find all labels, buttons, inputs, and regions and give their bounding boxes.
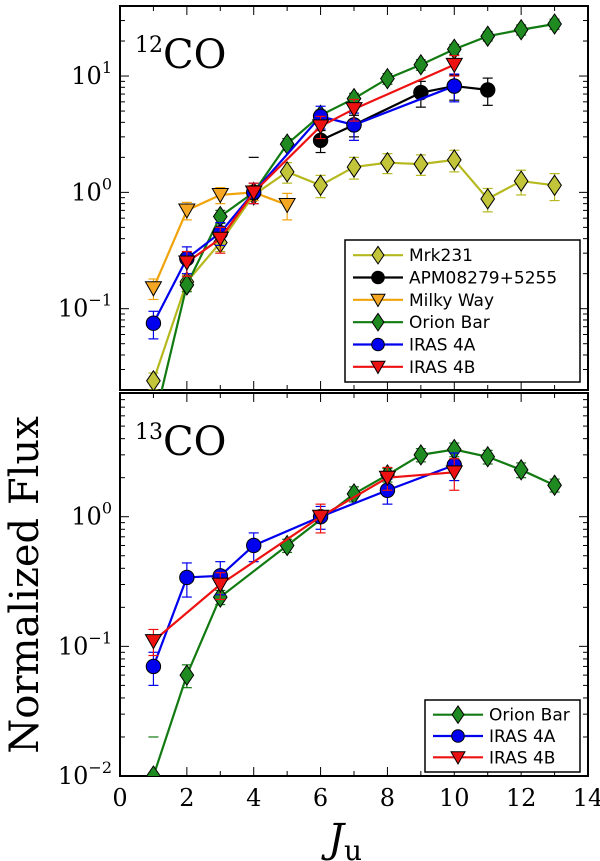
x-tick-label: 2: [179, 784, 194, 812]
data-point: [278, 198, 297, 214]
data-point: [211, 188, 230, 204]
data-point: [211, 231, 230, 248]
data-point: [380, 151, 395, 174]
legend-marker: [370, 293, 386, 308]
data-point: [179, 664, 195, 687]
legend-marker: [371, 312, 385, 332]
x-axis-title: Ju: [321, 816, 362, 861]
legend-label: Orion Bar: [409, 313, 490, 333]
data-point: [547, 174, 562, 197]
series-line: [186, 63, 455, 264]
data-point: [246, 537, 262, 554]
data-layer: [144, 438, 562, 776]
data-point: [144, 281, 163, 297]
data-point: [480, 187, 496, 210]
x-tick-label: 14: [573, 784, 600, 812]
x-tick-label: 6: [313, 784, 328, 812]
data-point: [179, 569, 195, 586]
data-point: [313, 174, 328, 197]
x-axis-title-sub: u: [344, 834, 362, 861]
legend-label: IRAS 4A: [489, 727, 556, 747]
legend-marker: [371, 245, 385, 265]
data-point: [279, 160, 295, 183]
y-tick-label: 100: [71, 174, 112, 206]
legend-label: APM08279+5255: [409, 269, 557, 289]
series-iras-4a: [145, 452, 462, 686]
data-point: [145, 315, 162, 331]
data-point: [445, 57, 464, 74]
x-tick-label: 10: [439, 784, 470, 812]
data-point: [413, 443, 429, 466]
legend-label: IRAS 4B: [409, 358, 475, 378]
legend-marker: [371, 337, 385, 352]
panel-label: 13CO: [135, 419, 226, 465]
legend-marker: [451, 729, 465, 743]
y-tick-label: 100: [71, 499, 112, 531]
data-point: [346, 156, 362, 178]
series-line: [152, 471, 455, 642]
data-point: [480, 445, 496, 468]
series-line: [152, 464, 455, 667]
data-point: [211, 577, 230, 594]
data-point: [146, 765, 161, 776]
legend-label: Mrk231: [409, 246, 473, 266]
legend-label: IRAS 4B: [489, 748, 555, 768]
data-point: [480, 25, 496, 48]
data-point: [480, 82, 496, 98]
data-point: [513, 18, 529, 41]
data-point: [547, 474, 562, 497]
data-point: [513, 458, 529, 481]
x-tick-label: 12: [506, 784, 537, 812]
legend-label: Milky Way: [409, 291, 494, 311]
series-milky-way: [144, 184, 297, 301]
x-tick-label: 0: [112, 784, 127, 812]
data-point: [413, 53, 429, 76]
data-point: [413, 153, 429, 175]
data-point: [177, 255, 196, 272]
y-tick-label: 10−1: [58, 628, 112, 660]
legend-label: IRAS 4A: [409, 336, 476, 356]
y-tick-label: 101: [71, 58, 112, 90]
data-point: [144, 634, 163, 650]
legend-marker: [370, 360, 386, 375]
data-point: [311, 509, 330, 526]
x-tick-label: 4: [246, 784, 261, 812]
legend-box: [344, 239, 581, 383]
data-point: [244, 185, 263, 201]
series-iras-4b: [144, 458, 464, 657]
panel-label: 12CO: [135, 32, 226, 78]
data-layer: [144, 13, 562, 390]
y-tick-label: 10−1: [58, 291, 112, 323]
legend-marker: [371, 270, 385, 285]
data-point: [446, 149, 462, 171]
data-point: [179, 274, 195, 296]
data-point: [311, 119, 330, 135]
x-tick-label: 8: [380, 784, 395, 812]
data-point: [446, 78, 462, 94]
data-point: [380, 67, 395, 90]
data-point: [445, 465, 464, 481]
data-point: [378, 470, 397, 487]
data-point: [145, 658, 162, 675]
data-point: [547, 13, 562, 35]
y-tick-label: 10−2: [58, 758, 112, 790]
data-point: [345, 102, 363, 118]
series-iras-4b: [177, 54, 464, 277]
data-point: [146, 369, 161, 390]
legend-marker: [451, 705, 465, 725]
x-axis-title-main: J: [321, 816, 346, 861]
data-point: [177, 203, 196, 219]
legend-marker: [450, 751, 466, 765]
y-axis-title: Normalized Flux: [2, 416, 48, 754]
legend-label: Orion Bar: [489, 706, 570, 726]
data-point: [513, 170, 529, 192]
